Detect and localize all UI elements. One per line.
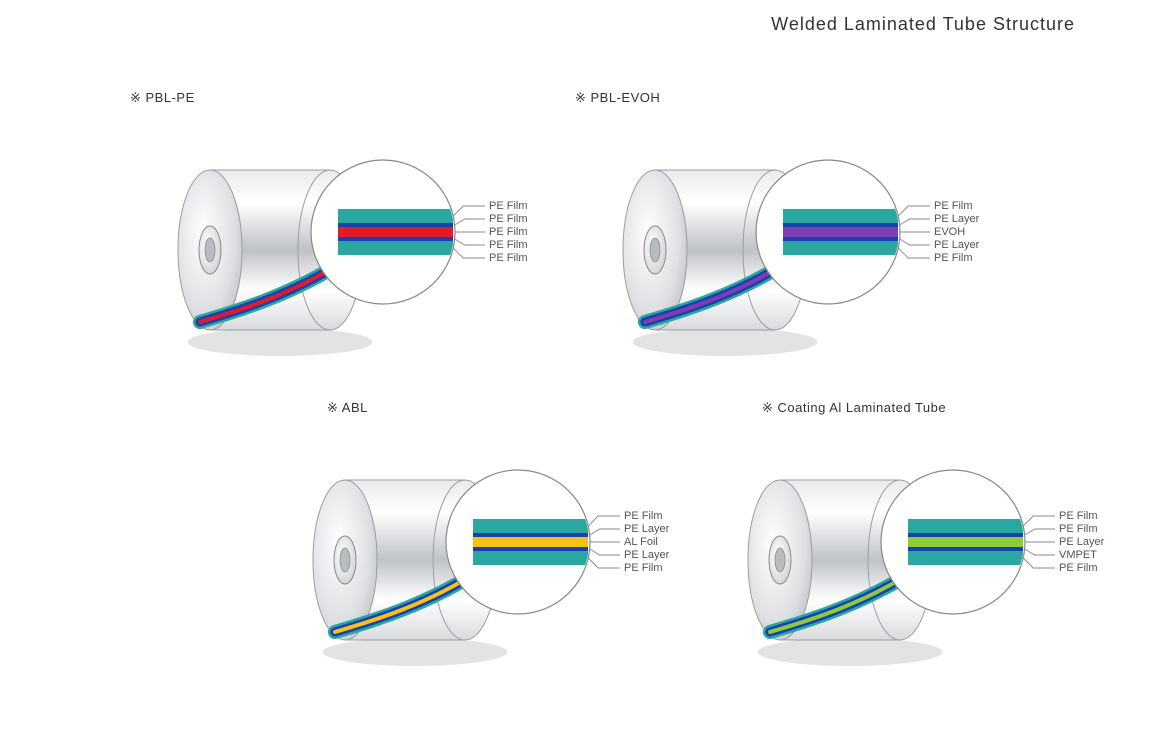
layer-label: PE Film <box>934 252 979 265</box>
layer-label: PE Film <box>489 252 528 265</box>
layer-label: VMPET <box>1059 549 1104 562</box>
panel-title: ※ PBL-EVOH <box>575 90 660 106</box>
layer-label: PE Layer <box>934 213 979 226</box>
layer-label: PE Film <box>1059 562 1104 575</box>
layer-label: PE Film <box>489 226 528 239</box>
panel-title: ※ Coating Al Laminated Tube <box>762 400 946 416</box>
panel-title: ※ ABL <box>327 400 368 416</box>
layer-label: PE Film <box>489 200 528 213</box>
page-title: Welded Laminated Tube Structure <box>771 14 1075 35</box>
layer-label: PE Film <box>489 239 528 252</box>
layer-label: PE Layer <box>1059 536 1104 549</box>
layer-label: PE Layer <box>934 239 979 252</box>
layer-labels: PE FilmPE FilmPE FilmPE FilmPE Film <box>489 200 528 265</box>
canvas: Welded Laminated Tube Structure ※ PBL-PE… <box>0 0 1170 750</box>
layer-labels: PE FilmPE FilmPE LayerVMPETPE Film <box>1059 510 1104 575</box>
panel-pbl-evoh: ※ PBL-EVOH PE FilmPE LayerEVOHPE LayerPE… <box>575 90 1055 370</box>
panel-coating-al: ※ Coating Al Laminated Tube PE FilmPE Fi… <box>700 400 1170 680</box>
layer-label: PE Film <box>1059 510 1104 523</box>
layer-label: PE Film <box>1059 523 1104 536</box>
layer-label: PE Film <box>489 213 528 226</box>
panel-title: ※ PBL-PE <box>130 90 195 106</box>
layer-label: EVOH <box>934 226 979 239</box>
layer-label: PE Film <box>934 200 979 213</box>
layer-labels: PE FilmPE LayerEVOHPE LayerPE Film <box>934 200 979 265</box>
